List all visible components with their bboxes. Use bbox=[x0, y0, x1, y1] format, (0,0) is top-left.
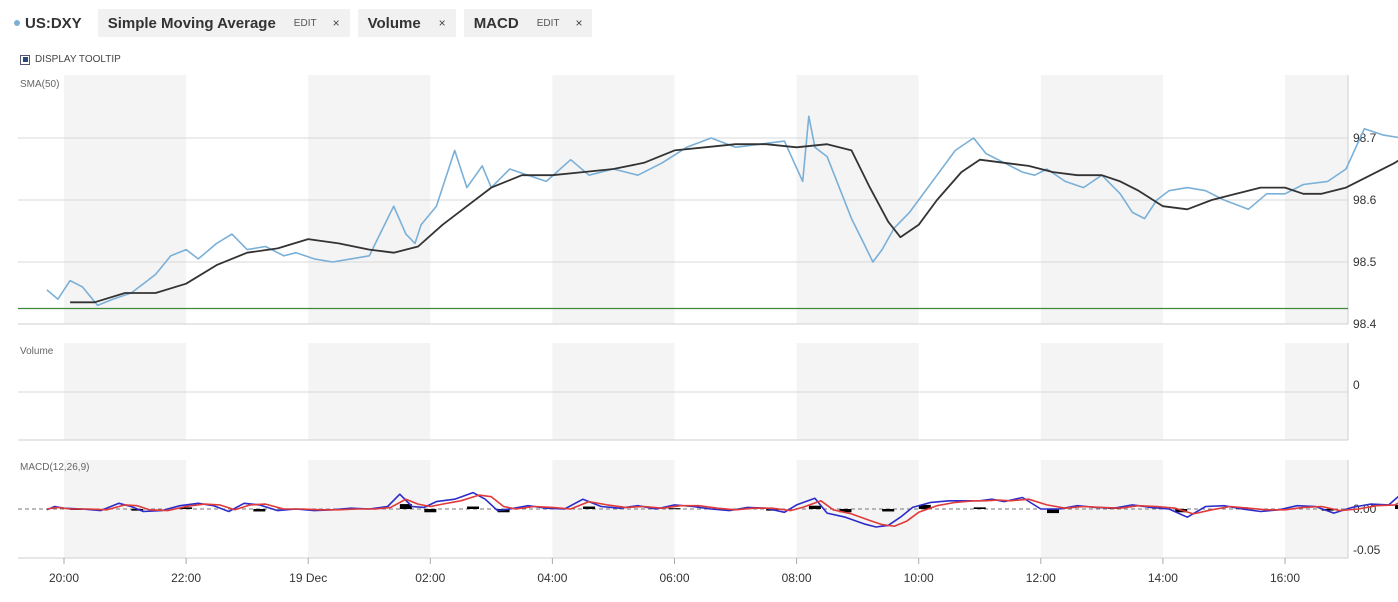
study-chip-macd: MACD EDIT × bbox=[463, 9, 593, 37]
remove-macd-button[interactable]: × bbox=[575, 16, 583, 30]
study-label-volume: Volume bbox=[367, 14, 421, 32]
sma-panel-title: SMA(50) bbox=[20, 79, 59, 90]
symbol-label[interactable]: US:DXY bbox=[14, 15, 82, 32]
x-tick-label: 02:00 bbox=[415, 571, 445, 585]
macd-histogram-bar bbox=[839, 509, 852, 513]
macd-histogram-bar bbox=[497, 509, 510, 513]
macd-histogram-bar bbox=[424, 509, 437, 513]
macd-histogram-bar bbox=[399, 504, 412, 509]
y-tick-label: 98.7 bbox=[1353, 131, 1377, 145]
macd-histogram-bar bbox=[882, 509, 895, 512]
macd-histogram-bar bbox=[918, 504, 931, 509]
x-axis-labels: 20:00 22:00 19 Dec 02:00 04:00 06:00 08:00 10:0… bbox=[49, 558, 1300, 585]
macd-histogram-bar bbox=[1394, 504, 1398, 509]
x-tick-label: 16:00 bbox=[1270, 571, 1300, 585]
macd-histogram-bar bbox=[1321, 509, 1334, 511]
y-tick-label: -0.05 bbox=[1353, 543, 1381, 557]
y-tick-label: 0 bbox=[1353, 378, 1360, 392]
x-tick-label: 10:00 bbox=[904, 571, 934, 585]
x-tick-label: 20:00 bbox=[49, 571, 79, 585]
display-tooltip-toggle[interactable]: DISPLAY TOOLTIP bbox=[20, 54, 121, 65]
edit-sma-button[interactable]: EDIT bbox=[293, 17, 317, 29]
y-tick-label: 98.5 bbox=[1353, 255, 1377, 269]
price-line bbox=[46, 115, 1398, 307]
x-tick-label: 08:00 bbox=[782, 571, 812, 585]
x-tick-label: 04:00 bbox=[537, 571, 567, 585]
study-toolbar: US:DXY Simple Moving Average EDIT × Volu… bbox=[14, 9, 600, 37]
macd-histogram-bar bbox=[973, 507, 986, 509]
study-label-macd: MACD bbox=[473, 14, 519, 32]
grid-lines bbox=[18, 75, 1349, 559]
x-tick-label: 06:00 bbox=[659, 571, 689, 585]
macd-histogram-bar bbox=[583, 506, 596, 509]
macd-histogram-bar bbox=[808, 505, 821, 509]
y-axis-labels: 98.798.698.598.40.00-0.050 bbox=[1353, 131, 1381, 557]
macd-line bbox=[46, 491, 1398, 528]
symbol-text: US:DXY bbox=[25, 14, 82, 32]
signal-line bbox=[46, 494, 1398, 528]
x-tick-label: 22:00 bbox=[171, 571, 201, 585]
volume-panel-title: Volume bbox=[20, 346, 54, 357]
macd-histogram-bar bbox=[180, 507, 193, 509]
macd-histogram-bar bbox=[253, 509, 266, 512]
study-chip-volume: Volume × bbox=[357, 9, 456, 37]
sma-line bbox=[70, 143, 1398, 304]
series-layer bbox=[18, 115, 1398, 528]
symbol-color-dot bbox=[14, 20, 20, 26]
macd-histogram-bar bbox=[1047, 509, 1060, 514]
study-label-sma: Simple Moving Average bbox=[107, 14, 276, 32]
edit-macd-button[interactable]: EDIT bbox=[536, 17, 560, 29]
x-tick-label: 12:00 bbox=[1026, 571, 1056, 585]
checkbox-icon[interactable] bbox=[20, 54, 30, 65]
y-tick-label: 98.4 bbox=[1353, 317, 1377, 331]
display-tooltip-label: DISPLAY TOOLTIP bbox=[35, 54, 121, 65]
macd-histogram-bar bbox=[668, 508, 681, 510]
y-tick-label: 98.6 bbox=[1353, 193, 1377, 207]
x-tick-label: 14:00 bbox=[1148, 571, 1178, 585]
study-chip-sma: Simple Moving Average EDIT × bbox=[97, 9, 350, 37]
macd-histogram-bar bbox=[467, 506, 480, 509]
remove-sma-button[interactable]: × bbox=[332, 16, 340, 30]
remove-volume-button[interactable]: × bbox=[438, 16, 446, 30]
macd-panel-title: MACD(12,26,9) bbox=[20, 462, 89, 473]
x-tick-label: 19 Dec bbox=[289, 571, 327, 585]
